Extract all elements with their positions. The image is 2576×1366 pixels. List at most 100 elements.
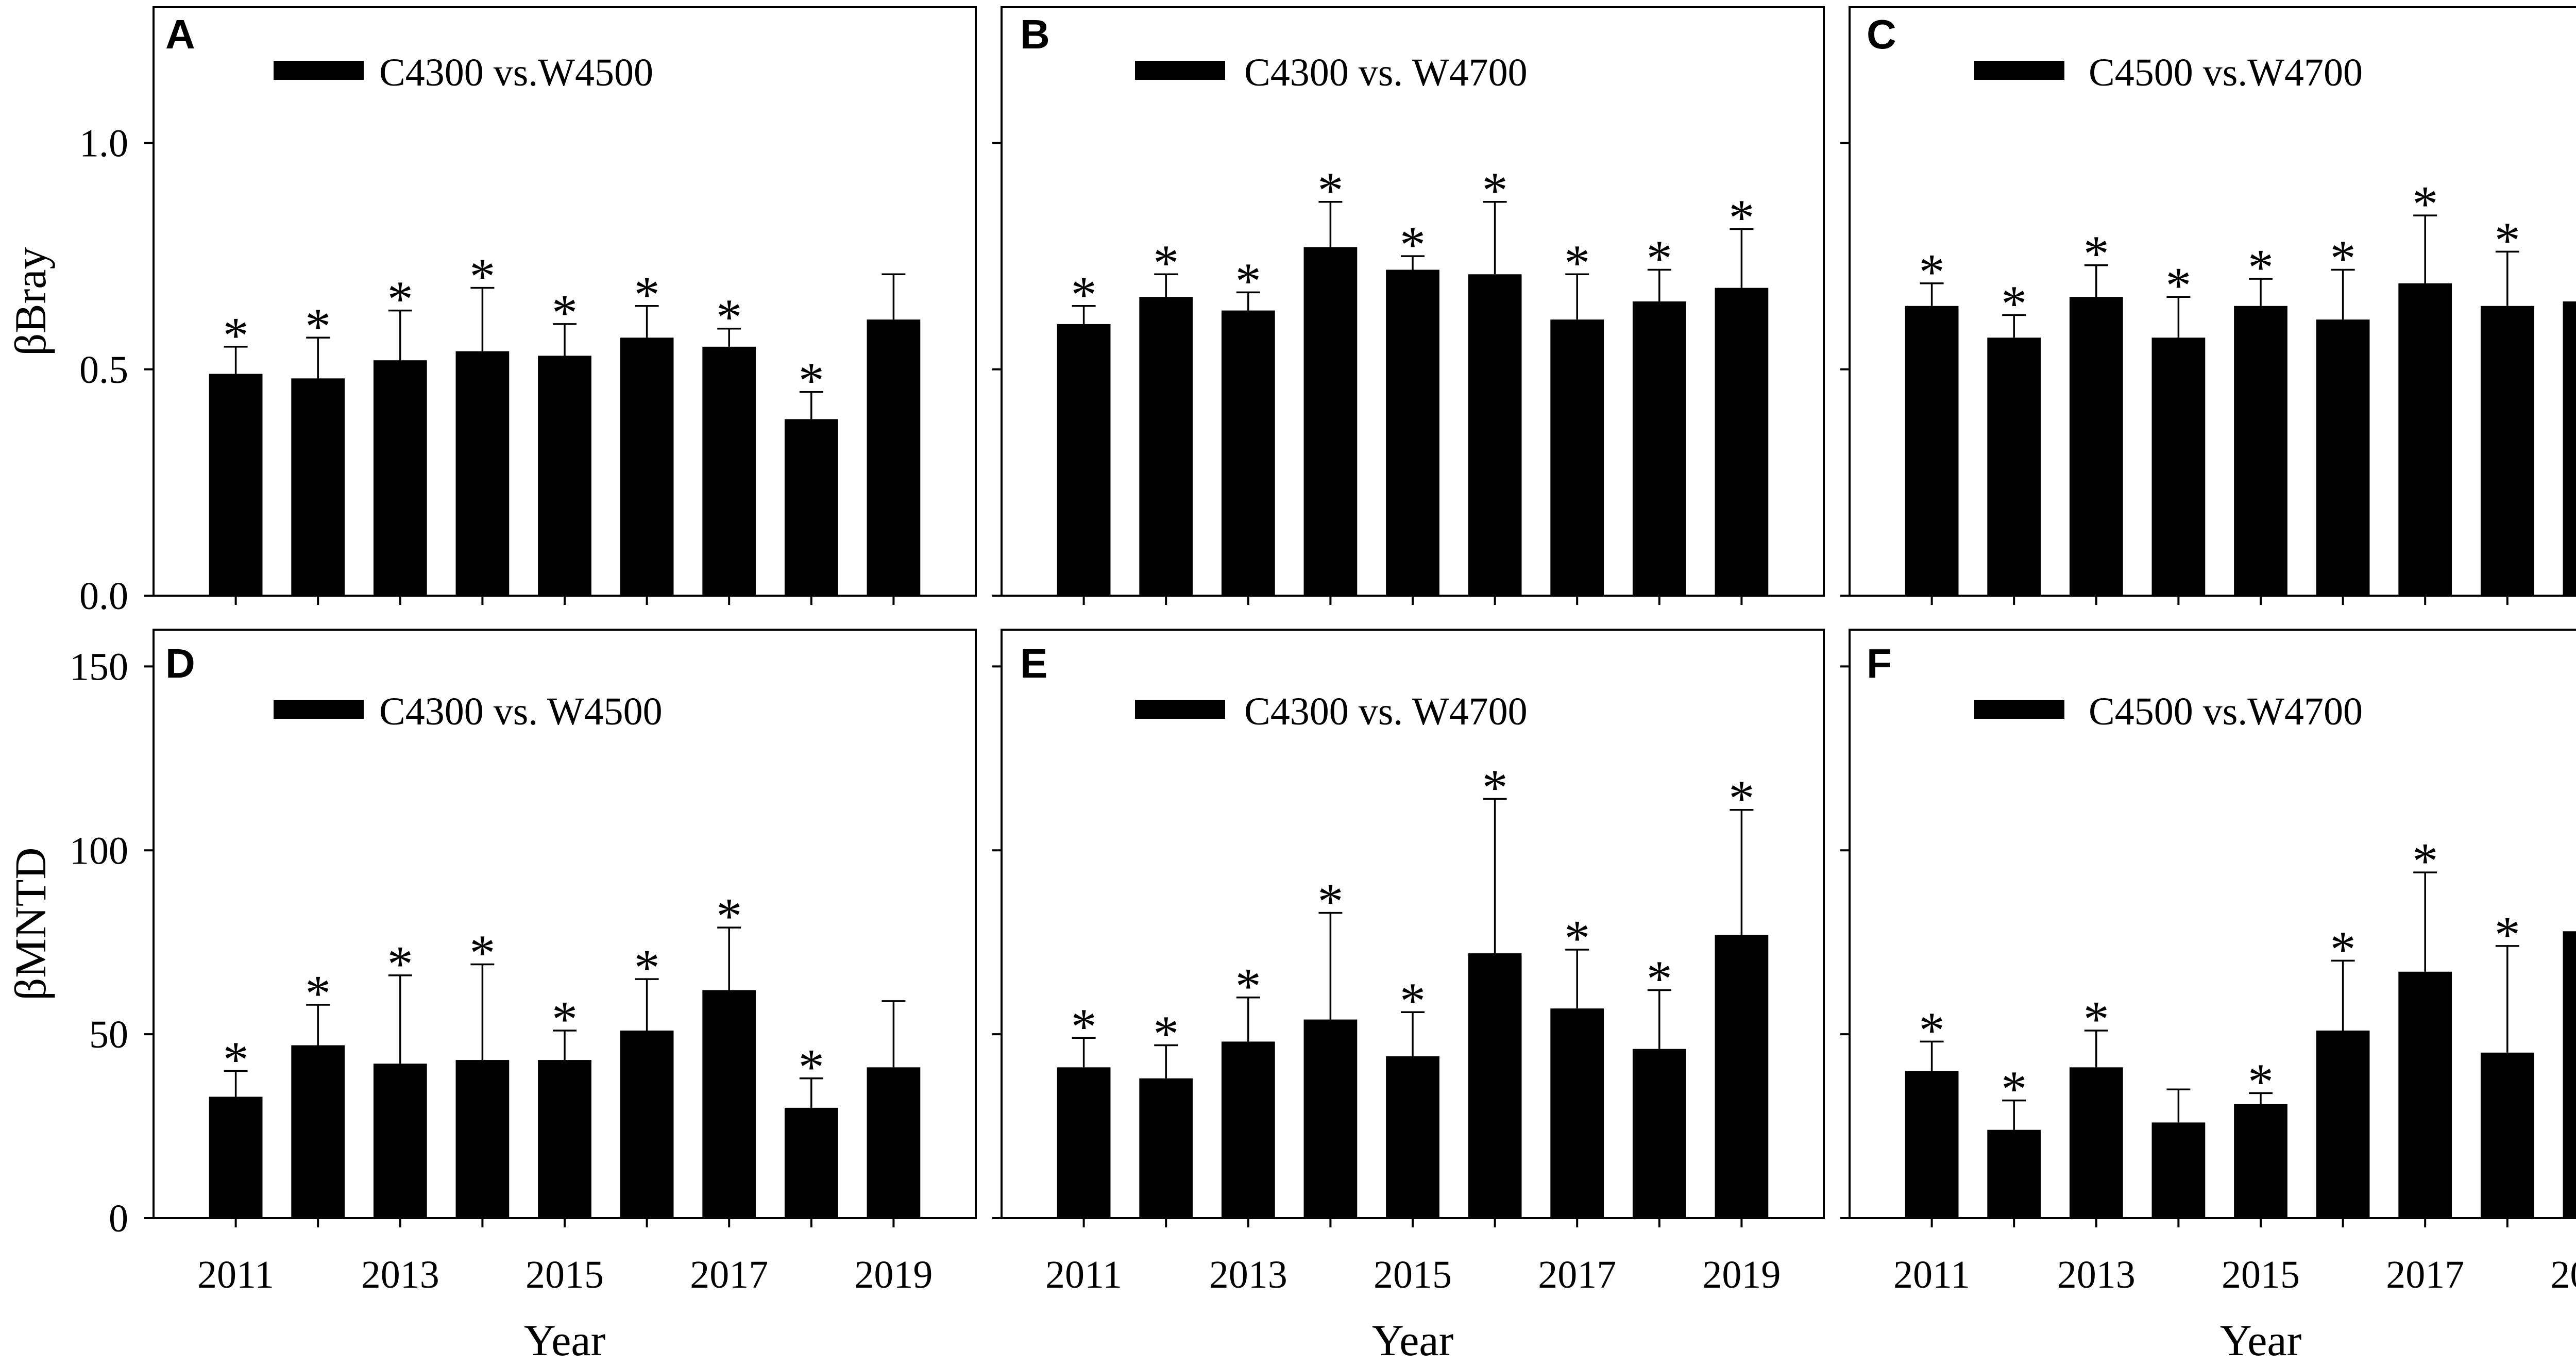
ytick-label-D-0: 0 <box>109 1197 128 1240</box>
panel-label-B: B <box>1020 11 1050 57</box>
significance-star-E-2019: * <box>1728 770 1754 827</box>
error-bar-B-2019 <box>1730 228 1754 288</box>
error-bar-E-2016 <box>1483 798 1507 954</box>
significance-star-B-2019: * <box>1728 189 1754 246</box>
legend-swatch-E <box>1135 700 1225 719</box>
bar-D-2018 <box>784 1107 838 1218</box>
bar-A-2017 <box>702 346 756 596</box>
bar-C-2017 <box>2398 283 2452 596</box>
significance-star-F-2013: * <box>2083 990 2109 1048</box>
xtick-label-E-2015: 2015 <box>1374 1253 1452 1296</box>
legend-label-F: C4500 vs.W4700 <box>2089 690 2363 733</box>
bar-F-2014 <box>2151 1122 2206 1218</box>
error-bar-F-2017 <box>2413 871 2437 972</box>
error-bar-E-2017 <box>1565 949 1589 1009</box>
significance-star-A-2015: * <box>552 284 578 341</box>
bar-E-2014 <box>1303 1019 1358 1218</box>
bar-B-2013 <box>1221 310 1275 596</box>
xtick-label-F-2013: 2013 <box>2057 1253 2136 1296</box>
ytick-label-D-150: 150 <box>70 645 128 688</box>
bar-D-2012 <box>291 1045 345 1218</box>
significance-star-E-2018: * <box>1647 950 1672 1007</box>
bar-F-2018 <box>2480 1052 2534 1218</box>
significance-star-E-2011: * <box>1071 998 1097 1055</box>
error-bar-A-2019 <box>882 273 906 320</box>
error-bar-E-2019 <box>1730 808 1754 935</box>
ytick-label-D-100: 100 <box>70 829 128 872</box>
xtick-label-F-2015: 2015 <box>2222 1253 2300 1296</box>
legend-label-C: C4500 vs.W4700 <box>2089 51 2363 94</box>
panel-C: * * * * * * * * C4500 vs.W4700 C <box>1840 6 2576 605</box>
panel-E: * * * * * * * * * 2011 2013 2015 2017 2019 Year C4300 v… <box>992 629 1825 1365</box>
bar-F-2016 <box>2316 1030 2370 1218</box>
error-bar-C-2014 <box>2166 296 2191 338</box>
significance-star-B-2015: * <box>1400 216 1426 273</box>
bar-E-2018 <box>1632 1049 1686 1218</box>
significance-star-F-2011: * <box>1919 1001 1945 1058</box>
significance-star-E-2014: * <box>1317 873 1343 930</box>
bar-C-2013 <box>2069 297 2123 596</box>
xtick-label-D-2019: 2019 <box>854 1253 933 1296</box>
significance-star-B-2018: * <box>1647 230 1672 287</box>
error-bar-D-2012 <box>306 1004 330 1045</box>
legend-swatch-F <box>1974 700 2064 719</box>
xtick-label-F-2011: 2011 <box>1893 1253 1970 1296</box>
error-bar-B-2011 <box>1072 305 1096 324</box>
bar-D-2011 <box>209 1097 263 1218</box>
significance-star-F-2016: * <box>2330 920 2356 977</box>
significance-star-A-2016: * <box>634 266 660 323</box>
significance-star-D-2015: * <box>552 990 578 1048</box>
legend-swatch-C <box>1974 61 2064 80</box>
bar-D-2019 <box>867 1067 921 1218</box>
bar-B-2019 <box>1715 288 1769 596</box>
bar-D-2016 <box>620 1030 674 1218</box>
bar-A-2015 <box>538 356 591 596</box>
error-bar-E-2011 <box>1072 1037 1096 1068</box>
bar-F-2015 <box>2234 1104 2287 1218</box>
bar-E-2011 <box>1057 1067 1111 1218</box>
error-bar-B-2017 <box>1565 273 1589 320</box>
bar-E-2013 <box>1221 1041 1275 1218</box>
error-bar-A-2018 <box>799 391 823 419</box>
significance-star-D-2013: * <box>387 935 413 992</box>
legend-swatch-A <box>274 61 364 80</box>
significance-star-C-2017: * <box>2412 175 2438 232</box>
significance-star-E-2016: * <box>1482 758 1508 816</box>
significance-star-E-2012: * <box>1153 1005 1179 1063</box>
bar-A-2013 <box>373 360 427 596</box>
error-bar-F-2012 <box>2002 1099 2026 1130</box>
xtick-label-D-2011: 2011 <box>197 1253 274 1296</box>
significance-star-F-2012: * <box>2001 1060 2027 1118</box>
bar-C-2012 <box>1987 338 2041 596</box>
significance-star-B-2013: * <box>1235 252 1261 309</box>
significance-star-A-2018: * <box>799 352 824 409</box>
bar-F-2013 <box>2069 1067 2123 1218</box>
panel-label-E: E <box>1020 640 1047 686</box>
ytick-label-A-0.0: 0.0 <box>79 575 128 618</box>
bar-B-2014 <box>1303 247 1358 596</box>
bar-D-2017 <box>702 990 756 1218</box>
legend-label-D: C4300 vs. W4500 <box>379 690 663 733</box>
significance-star-D-2016: * <box>634 939 660 996</box>
bar-E-2017 <box>1550 1008 1604 1218</box>
legend-label-A: C4300 vs.W4500 <box>379 51 653 94</box>
error-bar-A-2011 <box>224 346 248 374</box>
bar-E-2016 <box>1468 953 1522 1218</box>
significance-star-C-2014: * <box>2165 257 2191 314</box>
bar-A-2011 <box>209 374 263 596</box>
error-bar-E-2018 <box>1647 989 1671 1049</box>
bar-E-2015 <box>1386 1056 1439 1218</box>
significance-star-C-2018: * <box>2495 211 2520 268</box>
error-bar-A-2016 <box>635 305 659 338</box>
error-bar-A-2014 <box>470 286 495 351</box>
bar-F-2019 <box>2563 931 2576 1218</box>
significance-star-B-2017: * <box>1564 234 1590 291</box>
error-bar-B-2015 <box>1401 255 1425 270</box>
xlabel-D: Year <box>524 1316 605 1365</box>
bar-B-2012 <box>1139 297 1193 596</box>
bar-A-2012 <box>291 378 345 596</box>
legend-swatch-D <box>274 700 364 719</box>
panel-label-D: D <box>165 640 195 686</box>
error-bar-D-2015 <box>553 1030 577 1060</box>
xtick-label-E-2013: 2013 <box>1209 1253 1287 1296</box>
